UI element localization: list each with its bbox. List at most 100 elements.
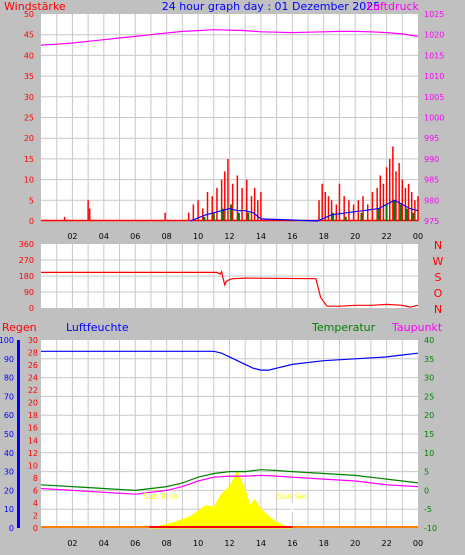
x-tick-label: 08 (162, 232, 172, 241)
pressure-tick-label: 975 (424, 217, 439, 226)
wind-tick-label: 45 (24, 31, 34, 40)
x-tick-label: 16 (287, 232, 297, 241)
wind-tick-label: 15 (24, 155, 34, 164)
wind-pressure-series (40, 29, 419, 222)
wind-direction-line (41, 269, 419, 308)
rain-tick-label: 14 (28, 436, 38, 445)
temperature-tick-label: 5 (424, 468, 429, 477)
rain-tick-label: 24 (28, 374, 38, 383)
humidity-tick-label: 20 (4, 486, 14, 495)
pressure-tick-label: 1005 (424, 93, 444, 102)
wind-axis-title: Windstärke (4, 0, 66, 13)
temperature-tick-label: 15 (424, 430, 434, 439)
wind-tick-label: 25 (24, 114, 34, 123)
humidity-tick-label: 40 (4, 449, 14, 458)
wind-tick-label: 0 (29, 217, 34, 226)
grid-direction (41, 244, 418, 308)
x-tick-label: 04 (99, 539, 109, 548)
compass-label: S (435, 271, 442, 284)
x-tick-label: 20 (350, 232, 360, 241)
direction-tick-label: 360 (19, 240, 34, 249)
sunset-label: Sun Set (277, 492, 308, 501)
humidity-tick-label: 30 (4, 468, 14, 477)
wind-tick-label: 20 (24, 134, 34, 143)
temperature-ticks: 40 35 30 25 20 15 10 5 0 -5 -10 (424, 336, 437, 533)
humidity-temperature-series (40, 350, 419, 529)
compass-label: N (434, 239, 442, 252)
pressure-ticks: 1025 1020 1015 1010 1005 1000 995 990 985 980 975 (424, 10, 444, 226)
direction-tick-label: 0 (29, 304, 34, 313)
sun-annotations: Sun Rise Sun Set (143, 492, 308, 512)
dewpoint-axis-title: Taupunkt (391, 321, 443, 334)
x-ticks-humidity: 02 04 06 08 10 12 14 16 18 20 22 00 (67, 539, 423, 548)
humidity-tick-label: 60 (4, 411, 14, 420)
x-tick-label: 00 (413, 539, 423, 548)
rain-tick-label: 6 (33, 486, 38, 495)
rain-tick-label: 2 (33, 511, 38, 520)
pressure-tick-label: 1000 (424, 114, 444, 123)
rain-tick-label: 4 (33, 499, 38, 508)
rain-tick-label: 0 (33, 524, 38, 533)
x-tick-label: 18 (319, 539, 329, 548)
sunrise-label: Sun Rise (143, 492, 178, 501)
rain-tick-label: 16 (28, 424, 38, 433)
wind-tick-label: 5 (29, 196, 34, 205)
temperature-tick-label: 40 (424, 336, 434, 345)
temperature-tick-label: 35 (424, 355, 434, 364)
humidity-tick-label: 10 (4, 505, 14, 514)
wind-tick-label: 50 (24, 10, 34, 19)
x-tick-label: 18 (319, 232, 329, 241)
humidity-tick-label: 90 (4, 355, 14, 364)
rain-tick-label: 28 (28, 349, 38, 358)
rain-tick-label: 18 (28, 411, 38, 420)
humidity-axis-bar (17, 340, 20, 528)
x-tick-label: 06 (130, 539, 140, 548)
pressure-line (40, 29, 419, 46)
x-tick-label: 22 (381, 539, 391, 548)
x-tick-label: 14 (256, 539, 266, 548)
x-tick-label: 20 (350, 539, 360, 548)
temperature-tick-label: -10 (424, 524, 437, 533)
grid-wind (41, 14, 418, 221)
wind-average-line (189, 199, 419, 222)
dewpoint-line (40, 474, 419, 495)
humidity-tick-label: 0 (9, 524, 14, 533)
temperature-tick-label: 10 (424, 449, 434, 458)
x-tick-label: 16 (287, 539, 297, 548)
humidity-tick-label: 70 (4, 392, 14, 401)
rain-tick-label: 26 (28, 361, 38, 370)
humidity-tick-label: 100 (0, 336, 14, 345)
pressure-tick-label: 985 (424, 176, 439, 185)
rain-tick-label: 20 (28, 399, 38, 408)
temperature-tick-label: -5 (424, 505, 432, 514)
pressure-tick-label: 1015 (424, 51, 444, 60)
pressure-tick-label: 1010 (424, 72, 444, 81)
pressure-tick-label: 1020 (424, 31, 444, 40)
wind-tick-label: 30 (24, 93, 34, 102)
chart-title: 24 hour graph day : 01 Dezember 2025 (162, 0, 381, 13)
pressure-tick-label: 1025 (424, 10, 444, 19)
rain-tick-label: 22 (28, 386, 38, 395)
wind-tick-label: 10 (24, 176, 34, 185)
direction-ticks: 360 270 180 90 0 (19, 240, 34, 313)
humidity-axis-title: Luftfeuchte (66, 321, 129, 334)
x-tick-label: 00 (413, 232, 423, 241)
temperature-axis-title: Temperatur (311, 321, 376, 334)
x-ticks-wind: 02 04 06 08 10 12 14 16 18 20 22 00 (67, 232, 423, 241)
compass-label: O (434, 287, 443, 300)
humidity-line (41, 350, 419, 371)
x-tick-label: 22 (381, 232, 391, 241)
compass-label: N (434, 303, 442, 316)
compass-label: W (433, 255, 444, 268)
wind-tick-label: 40 (24, 51, 34, 60)
x-tick-label: 14 (256, 232, 266, 241)
humidity-tick-label: 50 (4, 430, 14, 439)
wind-tick-label: 35 (24, 72, 34, 81)
x-tick-label: 04 (99, 232, 109, 241)
x-tick-label: 10 (193, 232, 203, 241)
rain-tick-label: 12 (28, 449, 38, 458)
temperature-tick-label: 0 (424, 486, 429, 495)
